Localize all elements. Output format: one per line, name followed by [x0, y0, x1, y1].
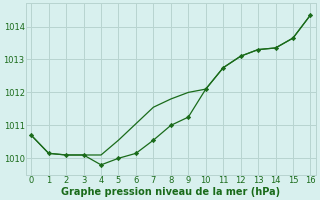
X-axis label: Graphe pression niveau de la mer (hPa): Graphe pression niveau de la mer (hPa)	[61, 187, 280, 197]
